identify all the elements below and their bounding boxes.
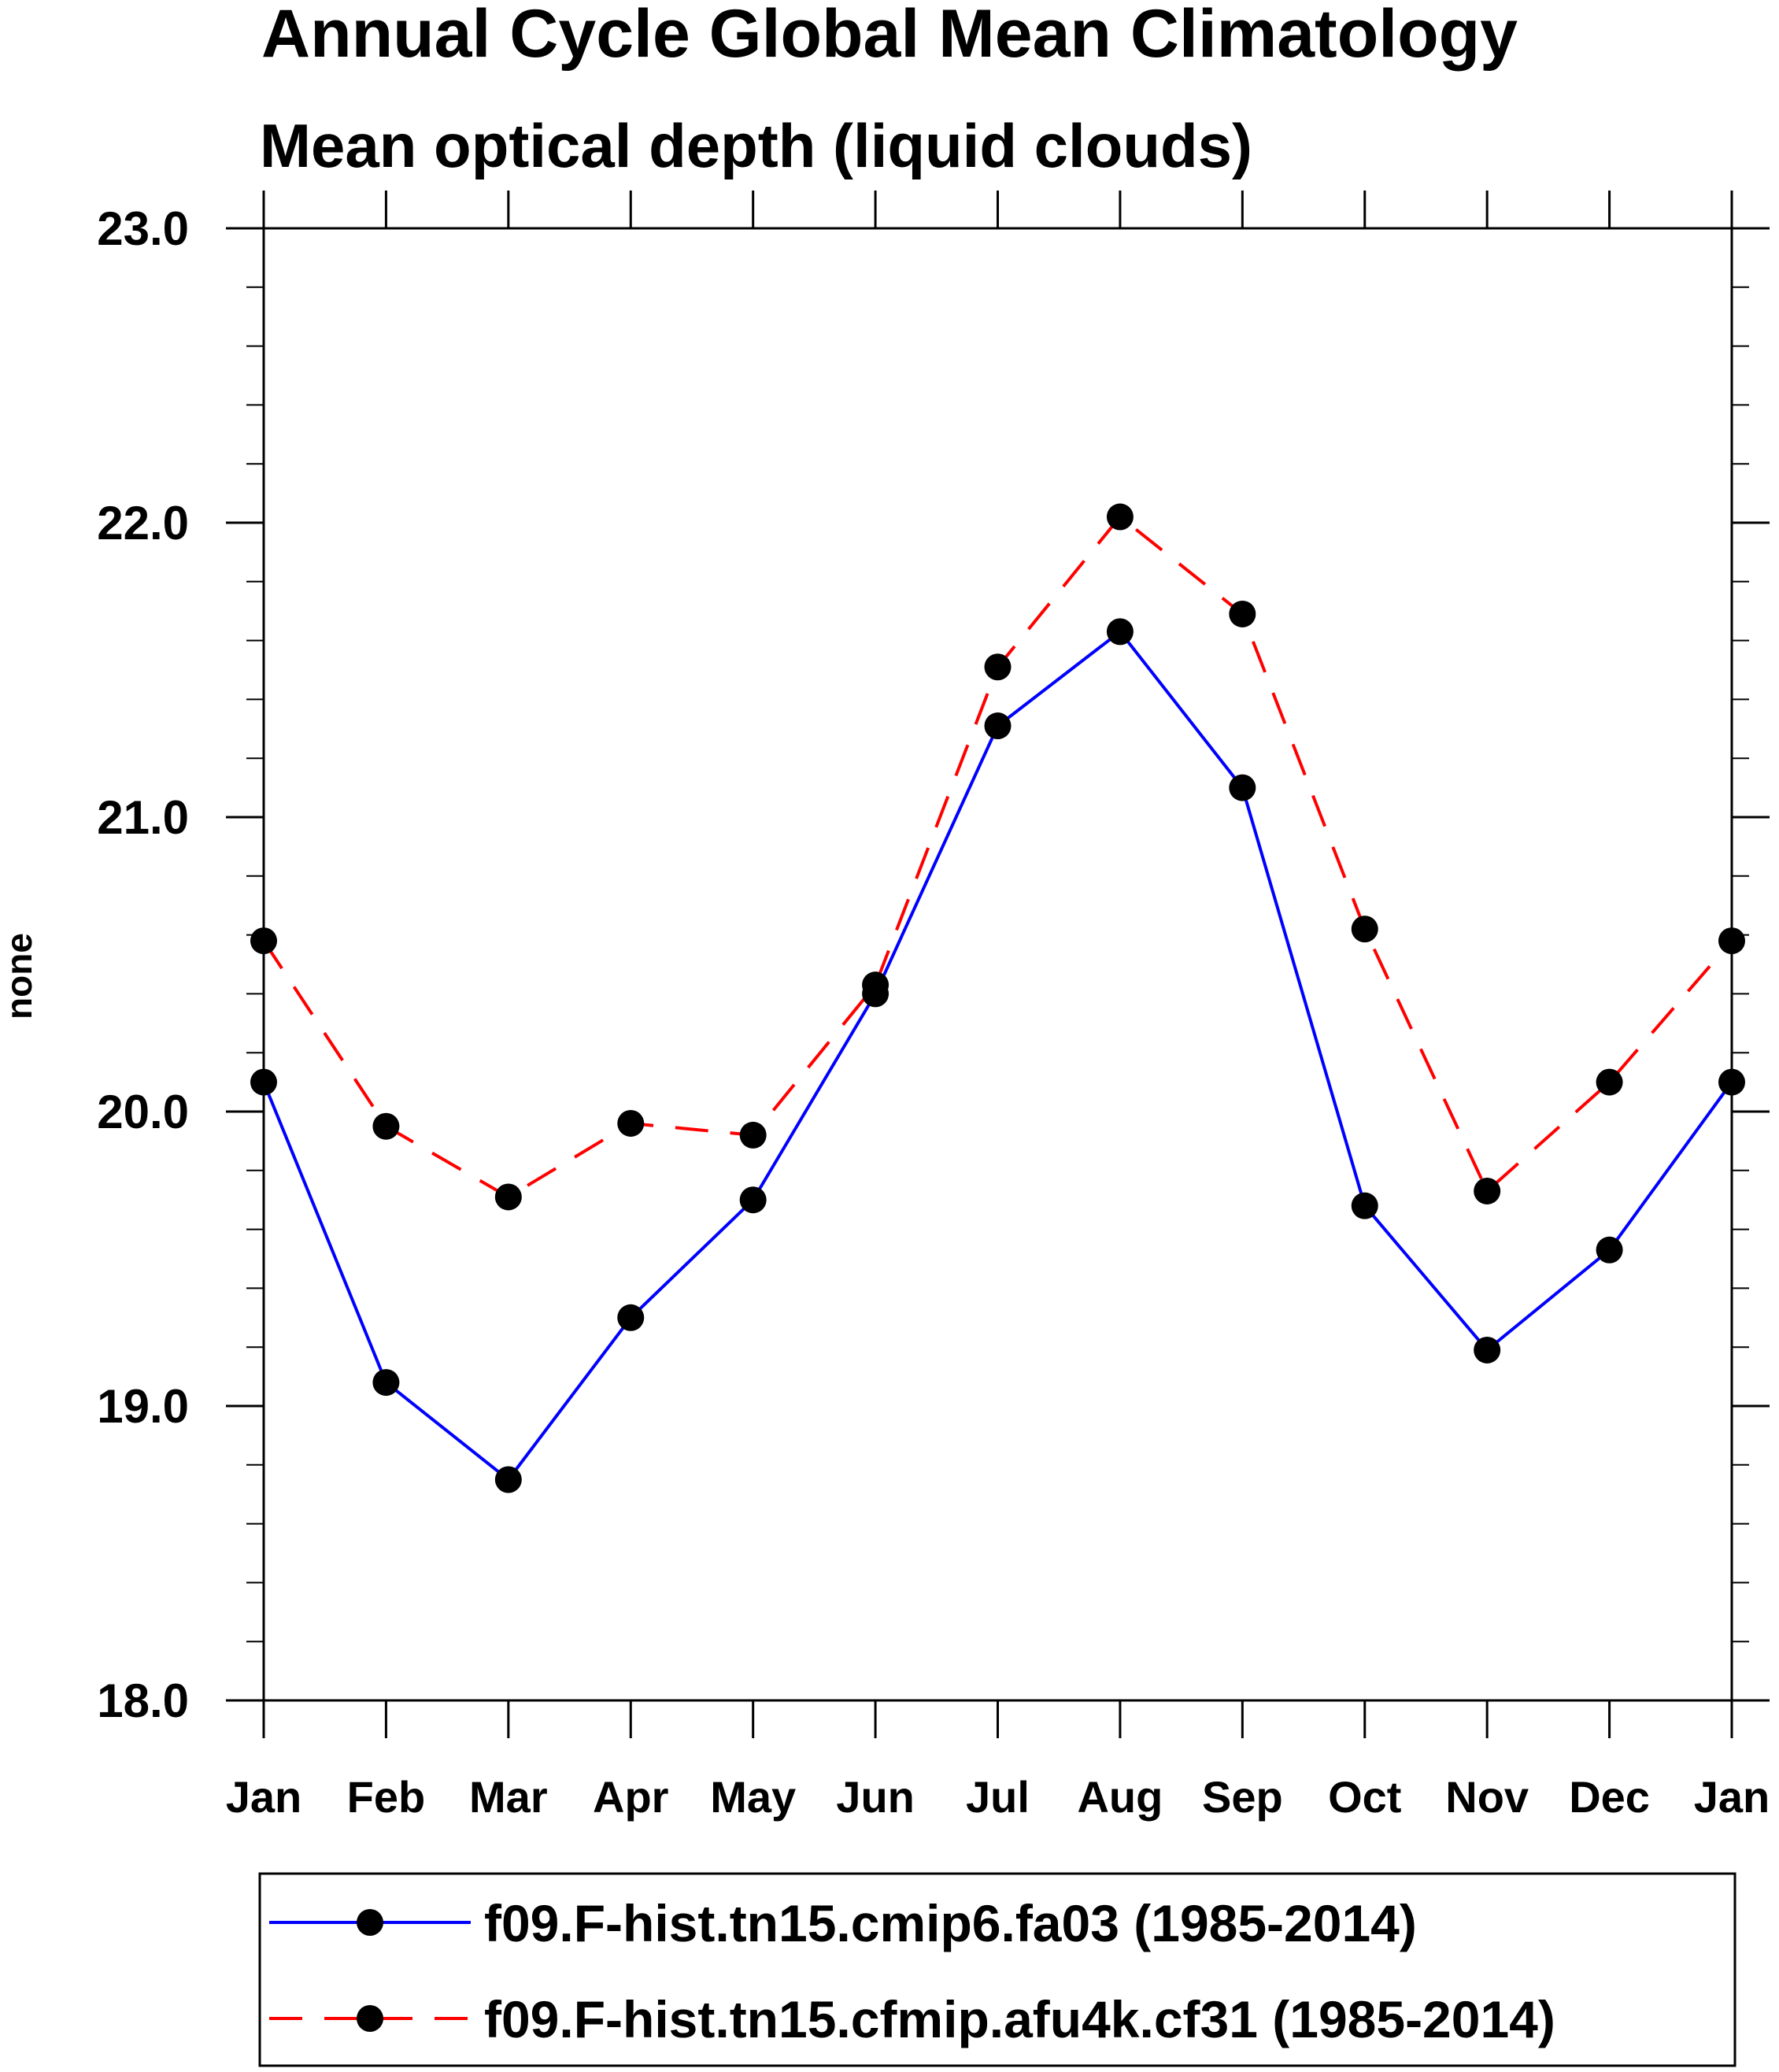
series-2-point: [617, 1109, 645, 1137]
legend-label-1: f09.F-hist.tn15.cmip6.fa03 (1985-2014): [484, 1894, 1417, 1952]
series-2-point: [1474, 1177, 1501, 1204]
series-1-point: [1351, 1192, 1378, 1219]
plot-frame: [262, 227, 1733, 1702]
y-tick-label: 20.0: [97, 1086, 189, 1138]
series-1-point: [617, 1304, 645, 1331]
series-1-point: [984, 712, 1012, 740]
chart-title: Annual Cycle Global Mean Climatology: [261, 0, 1518, 72]
series-2-point: [1718, 927, 1745, 955]
x-tick-label: Jan: [226, 1772, 302, 1822]
legend-box: [258, 1872, 1736, 2067]
chart-subtitle: Mean optical depth (liquid clouds): [260, 111, 1252, 180]
y-tick-label: 22.0: [97, 497, 189, 549]
series-2-point: [984, 653, 1012, 681]
y-tick-label: 18.0: [97, 1674, 189, 1727]
x-tick-label: Jun: [836, 1772, 915, 1822]
series-2-point: [494, 1183, 522, 1211]
series-2-point: [739, 1121, 767, 1149]
series-1-point: [1596, 1236, 1623, 1264]
series-1-point: [250, 1068, 277, 1096]
series-1-point: [494, 1466, 522, 1493]
legend: f09.F-hist.tn15.cmip6.fa03 (1985-2014) f…: [258, 1872, 1736, 2067]
x-tick-label: Apr: [593, 1772, 668, 1822]
series-layer: [250, 503, 1745, 1493]
x-tick-label: May: [710, 1772, 796, 1822]
legend-marker-2: [357, 2005, 383, 2032]
x-tick-label: Sep: [1202, 1772, 1283, 1822]
series-1-point: [1718, 1068, 1745, 1096]
y-axis-label: none: [0, 933, 39, 1019]
series-line-1: [262, 630, 1733, 1482]
legend-marker-1: [357, 1909, 383, 1936]
series-2-point: [1229, 600, 1256, 627]
x-tick-label: Mar: [469, 1772, 548, 1822]
axes: 18.0 19.0 20.0 21.0 22.0 23.0 Jan Feb Mar Apr May J…: [97, 191, 1770, 1822]
series-1-point: [1474, 1336, 1501, 1363]
series-2-point: [372, 1112, 400, 1140]
x-tick-label: Dec: [1569, 1772, 1650, 1822]
y-tick-label: 23.0: [97, 202, 189, 255]
x-tick-label: Nov: [1445, 1772, 1529, 1822]
x-tick-label: Oct: [1328, 1772, 1401, 1822]
series-2-point: [250, 927, 277, 955]
series-1-point: [372, 1369, 400, 1397]
series-1-point: [1229, 774, 1256, 801]
x-tick-label: Aug: [1077, 1772, 1163, 1822]
y-tick-label: 19.0: [97, 1380, 189, 1433]
series-1-point: [739, 1186, 767, 1214]
x-tick-label: Jul: [966, 1772, 1030, 1822]
series-2-point: [862, 971, 890, 999]
legend-label-2: f09.F-hist.tn15.cfmip.afu4k.cf31 (1985-2…: [484, 1990, 1555, 2048]
series-line-2: [262, 515, 1733, 1199]
series-2-point: [1106, 503, 1134, 531]
series-2-point: [1351, 916, 1378, 943]
series-2-point: [1596, 1068, 1623, 1096]
series-1-point: [1106, 618, 1134, 646]
x-tick-label: Feb: [347, 1772, 426, 1822]
y-tick-label: 21.0: [97, 791, 189, 844]
x-tick-label: Jan: [1694, 1772, 1770, 1822]
